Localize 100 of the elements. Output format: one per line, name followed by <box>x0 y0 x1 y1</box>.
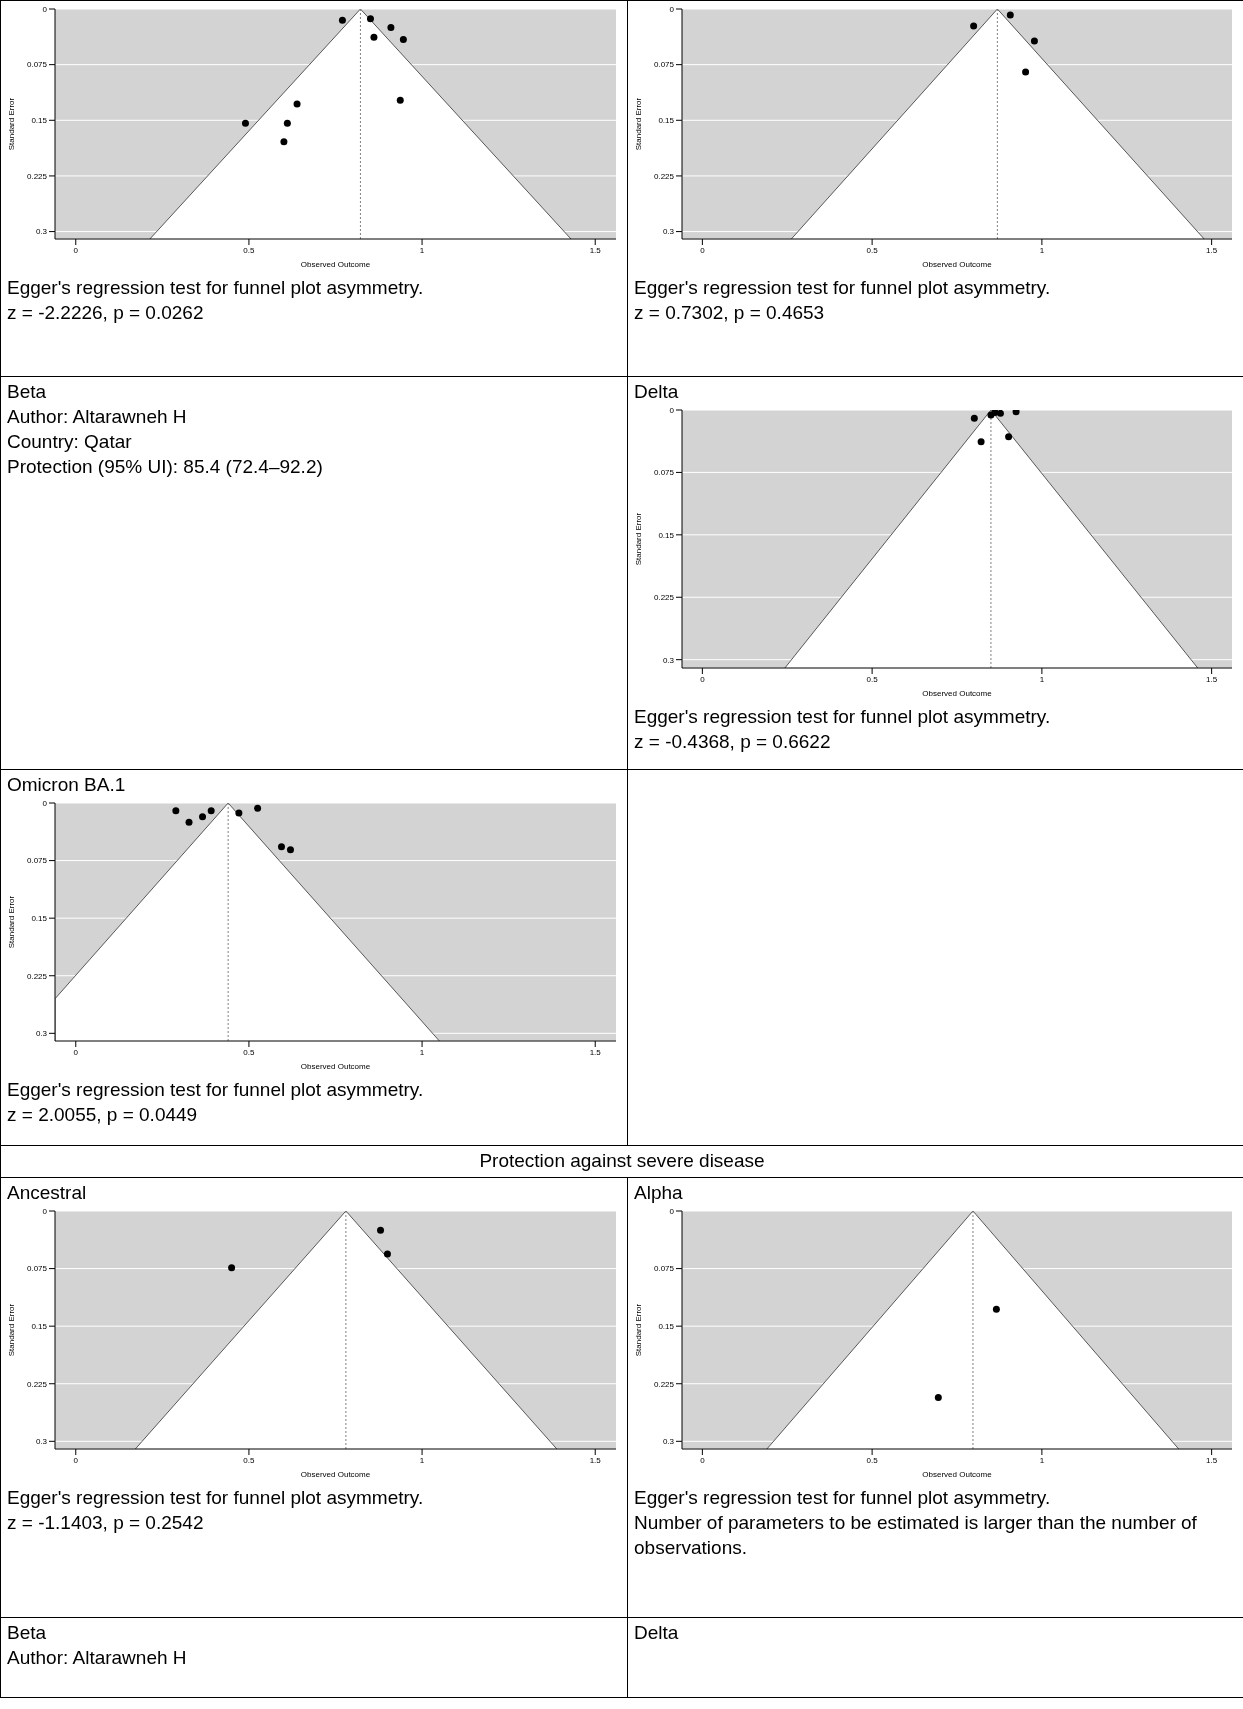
text: z = 0.7302, p = 0.4653 <box>634 301 826 325</box>
y-tick-label: 0 <box>669 4 675 14</box>
y-axis-title: Standard Error <box>6 895 16 949</box>
x-tick-label: 1.5 <box>1206 674 1218 684</box>
point <box>1030 37 1038 45</box>
text: z = 2.0055, p = 0.0449 <box>7 1103 199 1127</box>
y-tick-label: 0.3 <box>662 1437 675 1447</box>
y-tick-label: 0.075 <box>26 1264 48 1274</box>
point <box>396 96 404 104</box>
point <box>185 818 193 826</box>
point <box>366 15 374 23</box>
point <box>241 119 249 127</box>
chart-title: Omicron BA.1 <box>7 773 127 797</box>
point <box>1022 68 1030 76</box>
x-tick-label: 0.5 <box>243 1047 256 1057</box>
x-tick-label: 1 <box>419 1455 425 1465</box>
y-tick-label: 0 <box>42 798 48 808</box>
x-tick-label: 1 <box>419 245 425 255</box>
text: Beta <box>7 380 48 404</box>
y-tick-label: 0.15 <box>658 116 675 126</box>
text: Protection (95% UI): 85.4 (72.4–92.2) <box>7 455 324 479</box>
y-tick-label: 0.075 <box>26 856 48 866</box>
y-axis-title: Standard Error <box>633 1303 643 1357</box>
chart-title: Alpha <box>634 1181 684 1205</box>
point <box>235 809 243 817</box>
x-tick-label: 0 <box>700 1455 706 1465</box>
x-tick-label: 0.5 <box>243 245 256 255</box>
x-axis-title: Observed Outcome <box>300 1470 371 1479</box>
x-axis-title: Observed Outcome <box>922 689 993 698</box>
x-tick-label: 1.5 <box>589 1047 602 1057</box>
x-tick-label: 0.5 <box>866 674 879 684</box>
y-tick-label: 0.225 <box>653 593 675 603</box>
x-axis-title: Observed Outcome <box>922 260 993 269</box>
point <box>399 35 407 43</box>
point <box>283 119 291 127</box>
point <box>338 16 346 24</box>
x-tick-label: 0.5 <box>866 1455 879 1465</box>
text: z = -1.1403, p = 0.2542 <box>7 1511 205 1535</box>
point <box>172 807 180 815</box>
y-tick-label: 0 <box>669 1206 675 1216</box>
y-tick-label: 0.225 <box>653 171 675 181</box>
x-tick-label: 1.5 <box>589 1455 602 1465</box>
y-tick-label: 0.225 <box>653 1379 675 1389</box>
y-tick-label: 0.075 <box>653 468 675 478</box>
x-tick-label: 0 <box>73 1455 79 1465</box>
y-tick-label: 0.075 <box>653 1264 675 1274</box>
point <box>387 24 395 32</box>
x-tick-label: 1.5 <box>589 245 602 255</box>
y-tick-label: 0.075 <box>26 60 48 70</box>
x-tick-label: 0 <box>700 245 706 255</box>
point <box>280 138 288 146</box>
chart-title: Ancestral <box>7 1181 88 1205</box>
chart-title: Delta <box>634 380 680 404</box>
y-tick-label: 0.225 <box>26 1379 48 1389</box>
point <box>207 807 215 815</box>
x-tick-label: 0.5 <box>866 245 879 255</box>
y-tick-label: 0 <box>42 1206 48 1216</box>
y-tick-label: 0.15 <box>658 530 675 540</box>
y-axis-title: Standard Error <box>633 97 643 151</box>
x-tick-label: 1 <box>419 1047 425 1057</box>
x-tick-label: 0.5 <box>243 1455 256 1465</box>
text: Number of parameters to be estimated is larger than the number of observations. <box>634 1511 1198 1560</box>
x-tick-label: 1 <box>1039 674 1045 684</box>
y-tick-label: 0.3 <box>35 1029 48 1039</box>
point <box>970 22 978 30</box>
y-axis-title: Standard Error <box>6 1303 16 1357</box>
point <box>1006 11 1014 19</box>
point <box>293 100 301 108</box>
x-axis-title: Observed Outcome <box>300 1062 371 1071</box>
x-tick-label: 1.5 <box>1206 245 1218 255</box>
point <box>370 33 378 41</box>
y-tick-label: 0.075 <box>653 60 675 70</box>
y-tick-label: 0.3 <box>35 1437 48 1447</box>
text: Egger's regression test for funnel plot asymmetry. <box>634 705 1052 729</box>
text: Protection against severe disease <box>478 1149 766 1173</box>
y-tick-label: 0 <box>42 4 48 14</box>
x-axis-title: Observed Outcome <box>300 260 371 269</box>
text: Delta <box>634 1621 680 1645</box>
text: Egger's regression test for funnel plot asymmetry. <box>7 1078 425 1102</box>
text: Egger's regression test for funnel plot asymmetry. <box>634 1486 1052 1510</box>
point <box>228 1264 236 1272</box>
x-tick-label: 1 <box>1039 245 1045 255</box>
point <box>977 438 985 446</box>
text: Author: Altarawneh H <box>7 405 188 429</box>
text: z = -2.2226, p = 0.0262 <box>7 301 205 325</box>
text: Author: Altarawneh H <box>7 1646 188 1670</box>
point <box>970 414 978 422</box>
x-tick-label: 1 <box>1039 1455 1045 1465</box>
point <box>996 410 1004 417</box>
point <box>286 846 294 854</box>
text: Country: Qatar <box>7 430 133 454</box>
y-tick-label: 0.3 <box>35 227 48 237</box>
point <box>1012 410 1020 416</box>
y-tick-label: 0 <box>669 405 675 415</box>
y-tick-label: 0.3 <box>662 227 675 237</box>
x-tick-label: 1.5 <box>1206 1455 1218 1465</box>
x-axis-title: Observed Outcome <box>922 1470 993 1479</box>
text: Beta <box>7 1621 48 1645</box>
point <box>254 804 262 812</box>
y-tick-label: 0.3 <box>662 655 675 665</box>
